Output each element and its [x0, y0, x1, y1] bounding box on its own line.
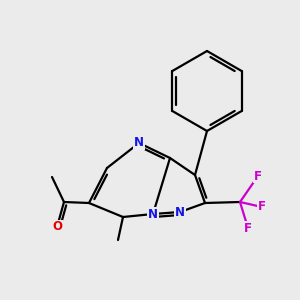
- Text: F: F: [244, 221, 252, 235]
- Text: N: N: [134, 136, 144, 149]
- Text: N: N: [148, 208, 158, 220]
- Text: F: F: [258, 200, 266, 214]
- Text: O: O: [52, 220, 62, 233]
- Text: N: N: [175, 206, 185, 218]
- Text: F: F: [254, 169, 262, 182]
